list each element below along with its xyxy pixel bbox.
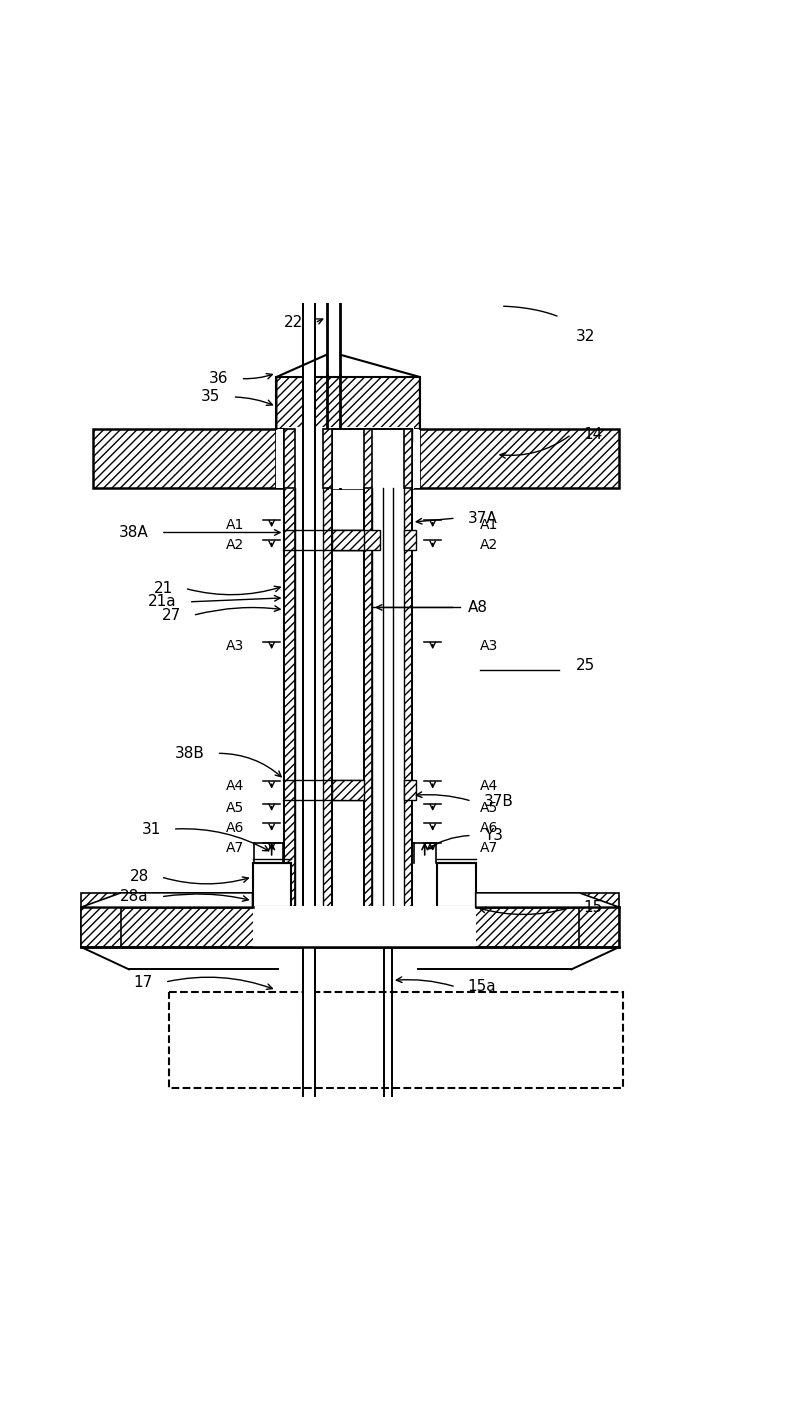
- Text: A1: A1: [226, 518, 245, 532]
- Bar: [81, 892, 121, 947]
- Text: A6: A6: [226, 821, 245, 835]
- Bar: [364, 429, 372, 488]
- Bar: [285, 488, 294, 908]
- Text: A7: A7: [480, 842, 498, 856]
- Text: 27: 27: [162, 607, 181, 623]
- Text: 28a: 28a: [120, 890, 149, 905]
- Text: 28: 28: [130, 870, 149, 884]
- Bar: [332, 780, 364, 800]
- Text: 22: 22: [283, 316, 302, 330]
- Text: A8: A8: [468, 600, 488, 615]
- Bar: [302, 303, 314, 1019]
- Text: 17: 17: [134, 975, 153, 989]
- Text: 31: 31: [142, 822, 161, 836]
- Bar: [404, 429, 412, 488]
- Bar: [93, 429, 619, 488]
- Text: A1: A1: [480, 518, 498, 532]
- Bar: [332, 530, 380, 550]
- Bar: [277, 429, 420, 488]
- Text: 38B: 38B: [175, 746, 205, 760]
- Text: 38A: 38A: [119, 525, 149, 540]
- Text: A3: A3: [226, 640, 245, 654]
- Text: 37A: 37A: [468, 511, 498, 526]
- Text: 25: 25: [575, 658, 594, 673]
- Bar: [372, 488, 404, 908]
- Bar: [404, 488, 412, 908]
- Text: A2: A2: [480, 539, 498, 553]
- Text: A5: A5: [226, 801, 245, 815]
- Bar: [579, 892, 619, 947]
- Bar: [253, 863, 290, 908]
- Text: A6: A6: [480, 821, 498, 835]
- Bar: [285, 428, 414, 490]
- Text: A3: A3: [480, 640, 498, 654]
- Text: 36: 36: [209, 372, 229, 386]
- Bar: [332, 530, 364, 550]
- Text: A4: A4: [226, 779, 245, 793]
- Bar: [277, 377, 420, 429]
- Bar: [277, 429, 420, 488]
- Bar: [438, 863, 476, 908]
- Text: 35: 35: [202, 390, 221, 404]
- Bar: [322, 488, 332, 908]
- Text: Y3: Y3: [484, 828, 502, 843]
- Bar: [285, 429, 294, 488]
- Text: 15a: 15a: [468, 979, 496, 995]
- Text: 21: 21: [154, 581, 173, 596]
- Text: 21a: 21a: [148, 595, 177, 609]
- Polygon shape: [476, 892, 619, 908]
- Polygon shape: [81, 892, 253, 908]
- Bar: [322, 429, 332, 488]
- Text: A4: A4: [480, 779, 498, 793]
- Text: 32: 32: [575, 328, 594, 344]
- Text: 14: 14: [583, 427, 602, 442]
- Text: 15: 15: [583, 899, 602, 915]
- Text: A7: A7: [226, 842, 245, 856]
- Bar: [169, 992, 623, 1089]
- Bar: [253, 906, 476, 948]
- Bar: [294, 488, 322, 908]
- Text: 37B: 37B: [484, 794, 514, 808]
- Bar: [404, 780, 416, 800]
- Bar: [364, 488, 372, 908]
- Text: A2: A2: [226, 539, 245, 553]
- Bar: [362, 908, 414, 947]
- Bar: [404, 530, 416, 550]
- Text: A5: A5: [480, 801, 498, 815]
- Bar: [81, 908, 619, 947]
